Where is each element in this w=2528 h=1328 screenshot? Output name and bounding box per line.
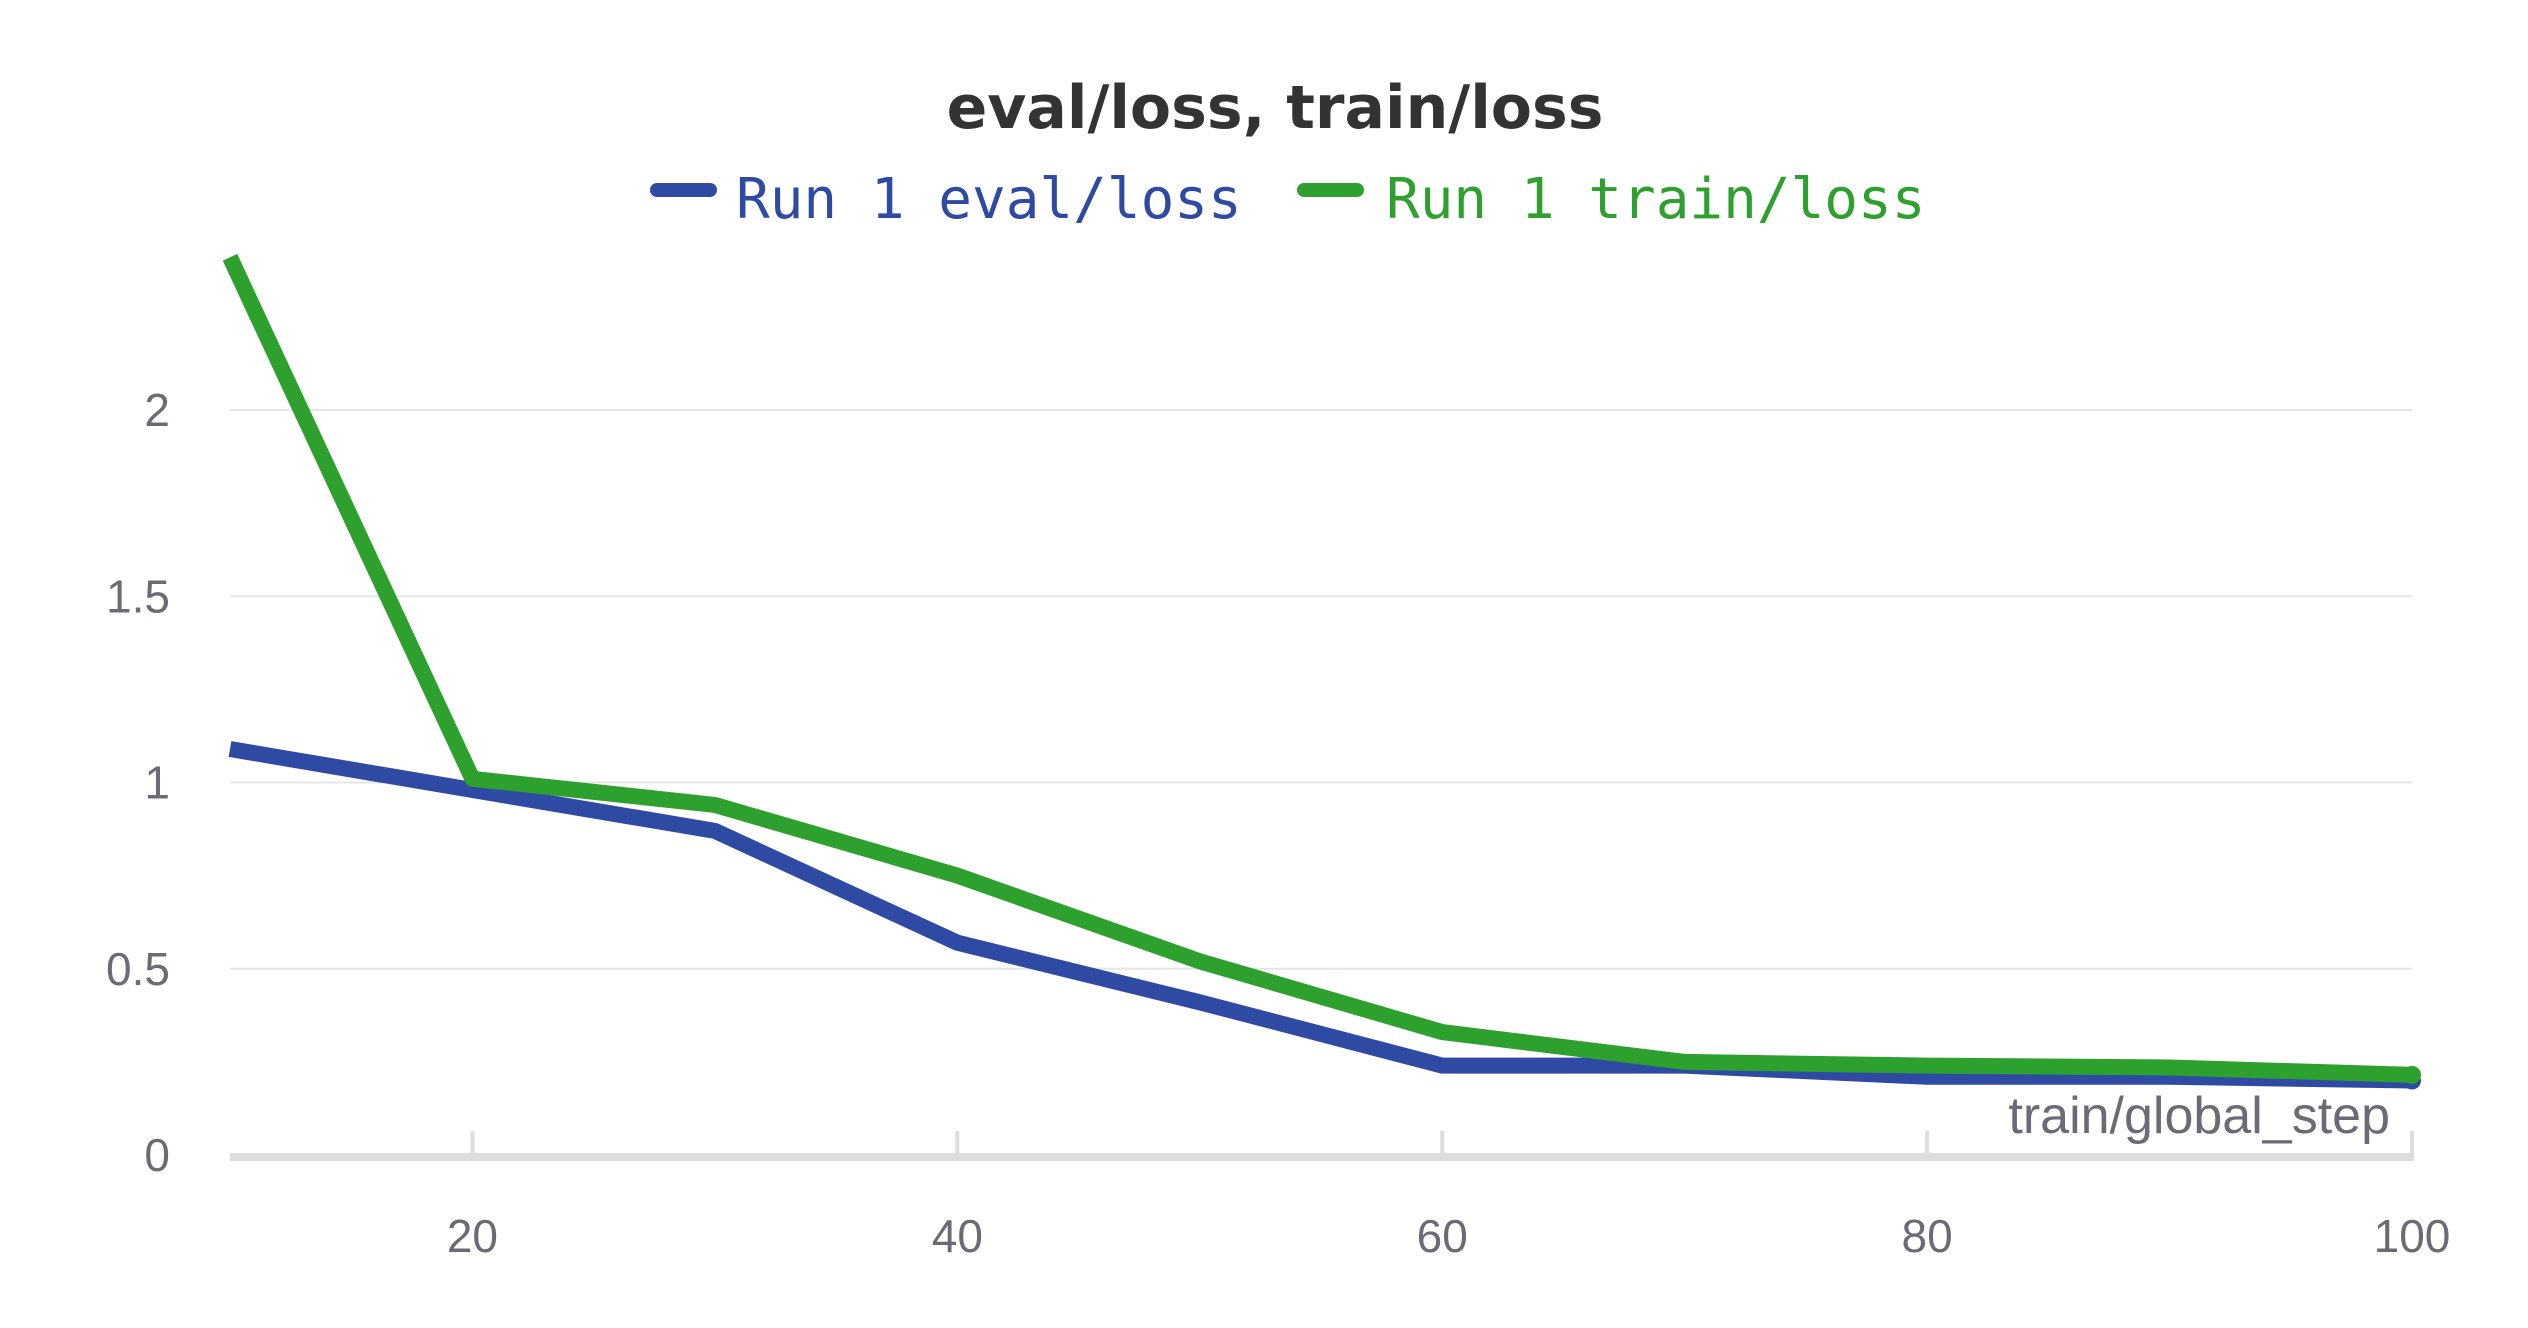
legend-item-eval-loss[interactable]: Run 1 eval/loss	[650, 167, 1242, 232]
x-tick-label: 40	[932, 1210, 983, 1262]
y-tick-label: 0.5	[106, 943, 170, 995]
x-tick-label: 60	[1417, 1210, 1468, 1262]
legend-label-train-loss: Run 1 train/loss	[1386, 167, 1925, 232]
y-tick-label: 1	[144, 757, 170, 809]
legend-label-eval-loss: Run 1 eval/loss	[736, 167, 1242, 232]
legend: Run 1 eval/loss Run 1 train/loss	[650, 167, 1925, 232]
gridlines	[230, 409, 2412, 970]
x-axis-label: train/global_step	[2008, 1087, 2390, 1145]
series-layer	[222, 253, 2421, 1090]
y-tick-label: 1.5	[106, 570, 170, 622]
x-tick-label: 100	[2374, 1210, 2451, 1262]
y-tick-label: 2	[144, 384, 170, 436]
series-line-0[interactable]	[228, 741, 2413, 1089]
x-tick-label: 80	[1902, 1210, 1953, 1262]
x-tick-label: 20	[447, 1210, 498, 1262]
y-axis: 0 0.5 1 1.5 2	[106, 384, 170, 1181]
x-axis: 20 40 60 80 100	[230, 1131, 2450, 1262]
y-tick-label: 0	[144, 1129, 170, 1181]
series-line-1[interactable]	[222, 253, 2413, 1083]
chart-title: eval/loss, train/loss	[947, 73, 1604, 143]
legend-item-train-loss[interactable]: Run 1 train/loss	[1297, 167, 1925, 232]
series-end-point-1[interactable]	[2403, 1065, 2421, 1084]
